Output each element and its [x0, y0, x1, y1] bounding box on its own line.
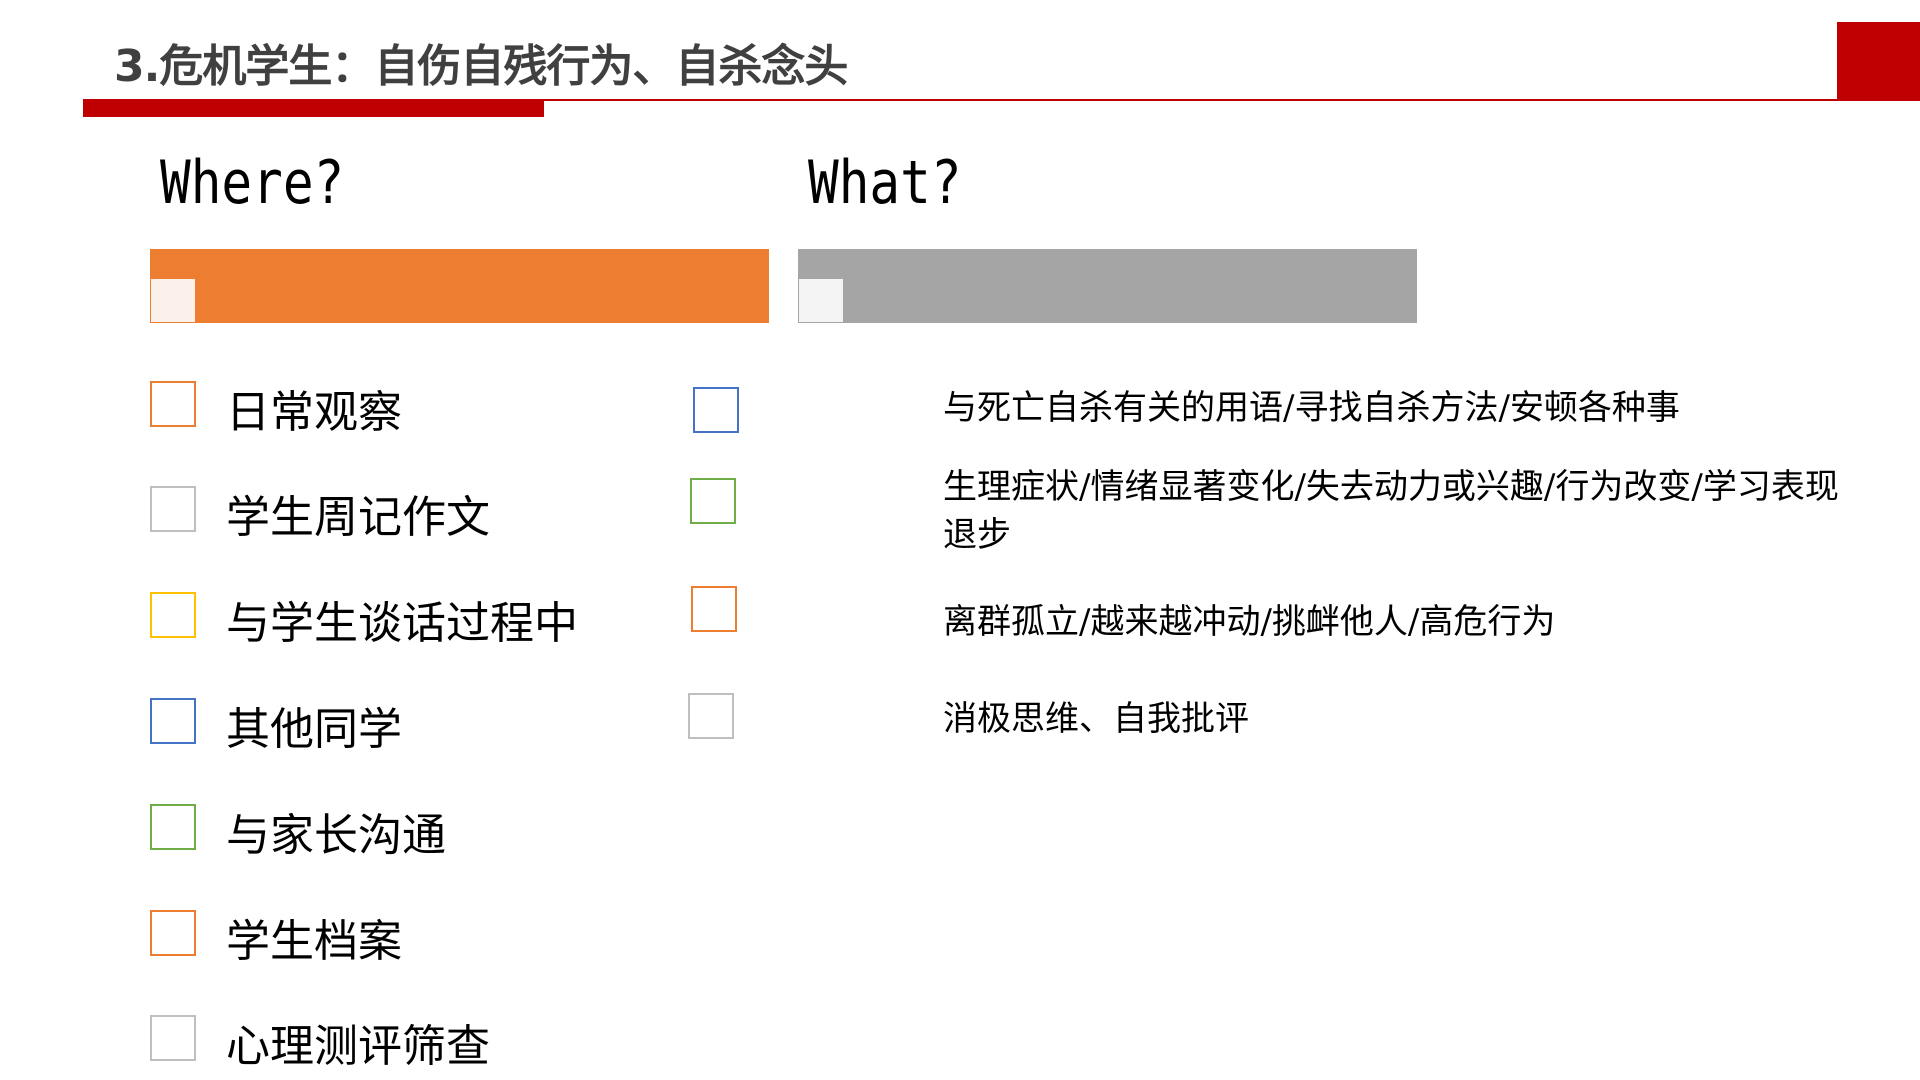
slide-title: 3.危机学生：自伤自残行为、自杀念头	[114, 41, 848, 92]
what-item-label: 生理症状/情绪显著变化/失去动力或兴趣/行为改变/学习表现退步	[943, 467, 1839, 555]
what-header-bar	[798, 249, 1417, 323]
what-checkbox	[691, 586, 737, 632]
what-checkbox	[690, 478, 736, 524]
where-checkbox	[150, 592, 196, 638]
where-checkbox	[150, 486, 196, 532]
where-item-label: 学生档案	[226, 916, 402, 967]
where-item-label: 学生周记作文	[226, 492, 490, 543]
what-item-label: 消极思维、自我批评	[943, 699, 1249, 739]
where-heading: Where?	[160, 148, 345, 218]
what-item-label: 与死亡自杀有关的用语/寻找自杀方法/安顿各种事	[943, 388, 1680, 428]
where-bar-marker	[151, 279, 195, 322]
what-checkbox	[693, 387, 739, 433]
where-item-label: 其他同学	[226, 704, 402, 755]
where-header-bar	[150, 249, 769, 323]
where-checkbox	[150, 381, 196, 427]
corner-accent-block	[1837, 22, 1920, 101]
where-checkbox	[150, 1015, 196, 1061]
what-checkbox	[688, 693, 734, 739]
where-item-label: 与学生谈话过程中	[226, 598, 578, 649]
where-item-label: 日常观察	[226, 387, 402, 438]
where-checkbox	[150, 910, 196, 956]
title-rule	[83, 99, 1838, 101]
what-bar-marker	[799, 279, 843, 322]
title-accent-bar	[83, 100, 544, 117]
what-heading: What?	[808, 148, 962, 218]
where-checkbox	[150, 804, 196, 850]
where-checkbox	[150, 698, 196, 744]
what-item-label: 离群孤立/越来越冲动/挑衅他人/高危行为	[943, 602, 1556, 642]
where-item-label: 心理测评筛查	[226, 1021, 490, 1072]
where-item-label: 与家长沟通	[226, 810, 446, 861]
